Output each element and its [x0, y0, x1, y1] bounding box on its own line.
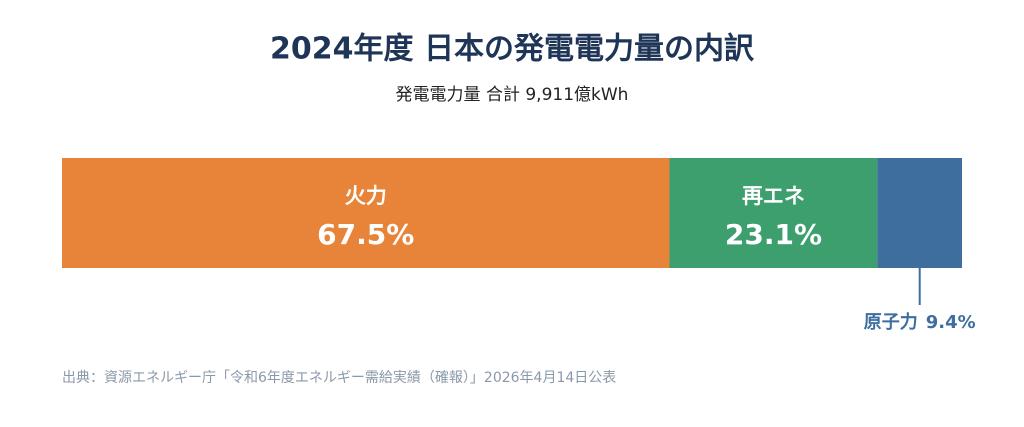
segment-name: 再エネ — [742, 184, 805, 208]
chart-subtitle: 発電電力量 合計 9,911億kWh — [396, 85, 629, 105]
bar-segment — [62, 158, 670, 268]
bar-segment — [877, 158, 962, 268]
segment-value: 67.5% — [317, 218, 414, 251]
segment-name: 原子力 — [864, 312, 918, 333]
source-note: 出典：資源エネルギー庁「令和6年度エネルギー需給実績（確報）」2026年4月14… — [62, 370, 616, 386]
segment-value: 23.1% — [725, 218, 822, 251]
chart-title: 2024年度 日本の発電電力量の内訳 — [270, 32, 755, 67]
bar-segment — [669, 158, 878, 268]
segment-value: 9.4% — [926, 312, 976, 333]
segment-name: 火力 — [345, 184, 387, 208]
outside-label: 原子力 9.4% — [864, 312, 976, 333]
